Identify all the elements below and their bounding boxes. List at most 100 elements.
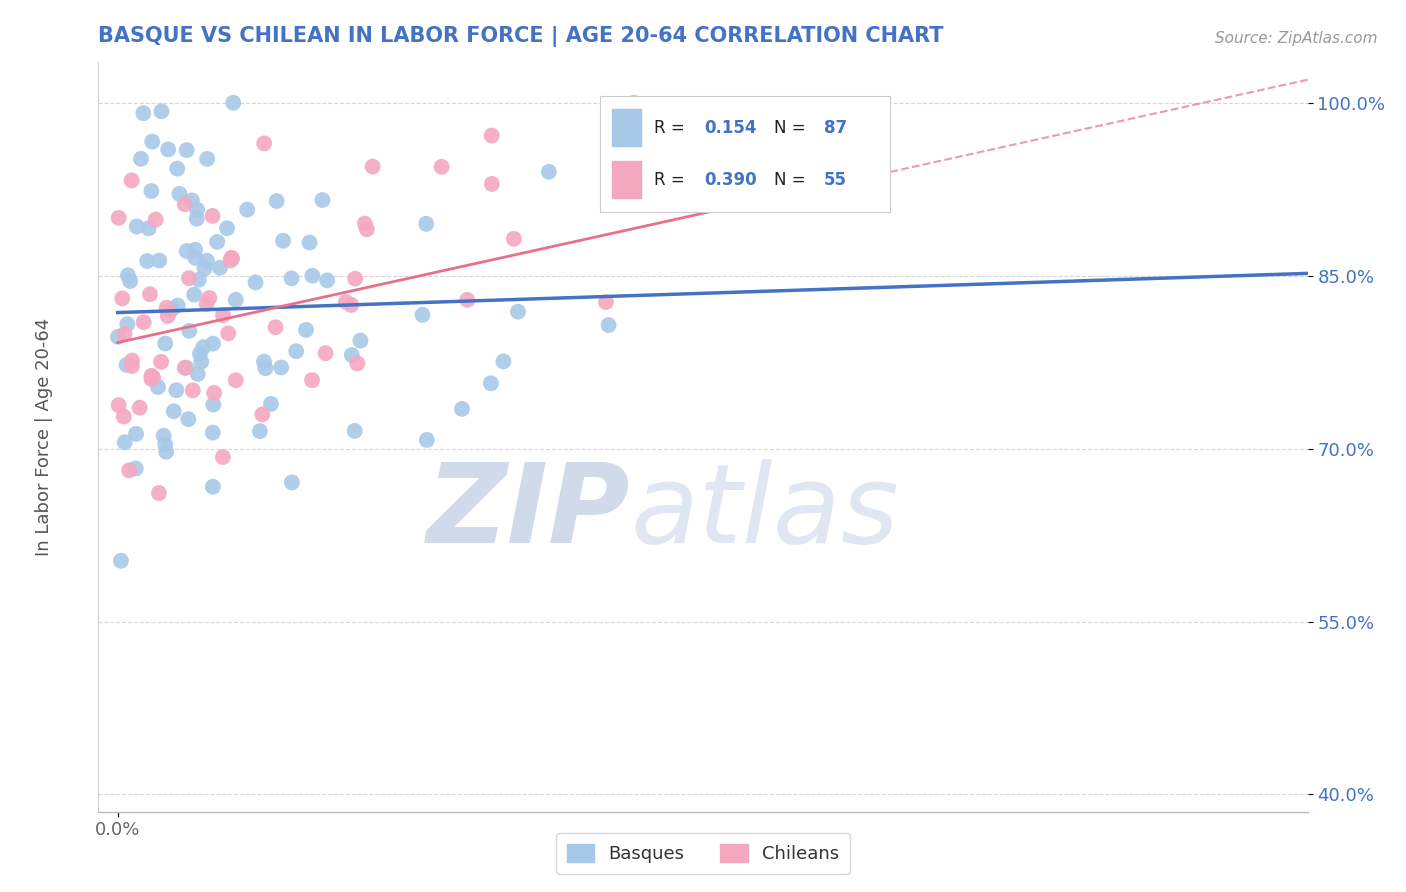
Point <box>260 397 283 411</box>
Point <box>311 193 333 207</box>
Point <box>595 295 617 310</box>
Point <box>142 370 165 384</box>
Point <box>236 202 259 217</box>
Point <box>598 318 620 332</box>
Point <box>346 356 368 370</box>
Point <box>201 425 224 440</box>
Point <box>125 219 148 234</box>
Point <box>160 302 183 317</box>
Point <box>252 408 274 422</box>
Point <box>121 353 143 368</box>
Point <box>225 373 247 387</box>
Point <box>141 135 163 149</box>
Point <box>169 186 191 201</box>
Point <box>187 367 209 381</box>
Point <box>280 271 302 285</box>
Point <box>253 136 276 151</box>
Point <box>335 294 357 309</box>
Point <box>184 251 207 265</box>
Point <box>177 271 200 285</box>
Point <box>208 260 231 275</box>
Point <box>416 433 439 447</box>
Point <box>411 308 433 322</box>
Point <box>163 404 186 418</box>
Point <box>145 212 167 227</box>
Point <box>195 253 218 268</box>
Point <box>356 222 378 236</box>
Point <box>245 276 267 290</box>
Point <box>301 373 323 387</box>
Point <box>173 360 195 375</box>
Point <box>132 106 155 120</box>
Point <box>221 252 243 266</box>
Point <box>114 326 136 341</box>
Point <box>110 554 132 568</box>
Point <box>506 304 529 318</box>
Point <box>264 320 287 334</box>
Point <box>150 104 173 119</box>
Point <box>361 160 384 174</box>
Point <box>281 475 304 490</box>
Point <box>253 354 276 368</box>
Point <box>202 398 225 412</box>
Point <box>174 360 197 375</box>
Point <box>217 326 239 341</box>
Point <box>173 197 195 211</box>
Point <box>205 235 228 249</box>
Point <box>249 424 271 438</box>
Point <box>270 360 292 375</box>
Point <box>315 346 337 360</box>
Point <box>156 301 179 315</box>
Point <box>193 340 215 354</box>
Point <box>190 355 212 369</box>
Point <box>195 152 218 166</box>
Point <box>186 202 208 217</box>
Point <box>148 486 170 500</box>
Point <box>157 143 180 157</box>
Point <box>155 437 177 451</box>
Point <box>183 287 205 301</box>
Point <box>198 291 221 305</box>
Point <box>118 463 141 477</box>
Point <box>492 354 515 368</box>
Point <box>181 194 204 208</box>
Point <box>340 298 363 312</box>
Text: Source: ZipAtlas.com: Source: ZipAtlas.com <box>1215 31 1378 46</box>
Point <box>136 254 159 268</box>
Point <box>166 299 188 313</box>
Point <box>353 217 375 231</box>
Point <box>107 398 129 412</box>
Point <box>181 384 204 398</box>
Point <box>112 409 135 424</box>
Point <box>128 401 150 415</box>
Point <box>343 424 366 438</box>
Point <box>184 243 207 257</box>
Point <box>221 251 243 265</box>
Point <box>146 380 169 394</box>
Point <box>141 368 163 383</box>
Point <box>152 428 174 442</box>
Point <box>107 330 129 344</box>
Point <box>165 383 187 397</box>
Point <box>187 272 209 286</box>
Point <box>266 194 288 208</box>
Point <box>768 115 790 129</box>
Point <box>479 376 502 391</box>
Text: In Labor Force | Age 20-64: In Labor Force | Age 20-64 <box>35 318 53 557</box>
Point <box>166 161 188 176</box>
Point <box>117 317 139 331</box>
Legend: Basques, Chileans: Basques, Chileans <box>555 833 851 874</box>
Point <box>202 336 225 351</box>
Point <box>141 372 163 386</box>
Point <box>111 292 134 306</box>
Point <box>193 261 215 276</box>
Point <box>415 217 437 231</box>
Point <box>107 211 129 225</box>
Point <box>430 160 453 174</box>
Point <box>219 253 242 268</box>
Point <box>121 173 143 187</box>
Point <box>215 221 238 235</box>
Point <box>148 253 170 268</box>
Point <box>129 152 152 166</box>
Point <box>176 143 198 157</box>
